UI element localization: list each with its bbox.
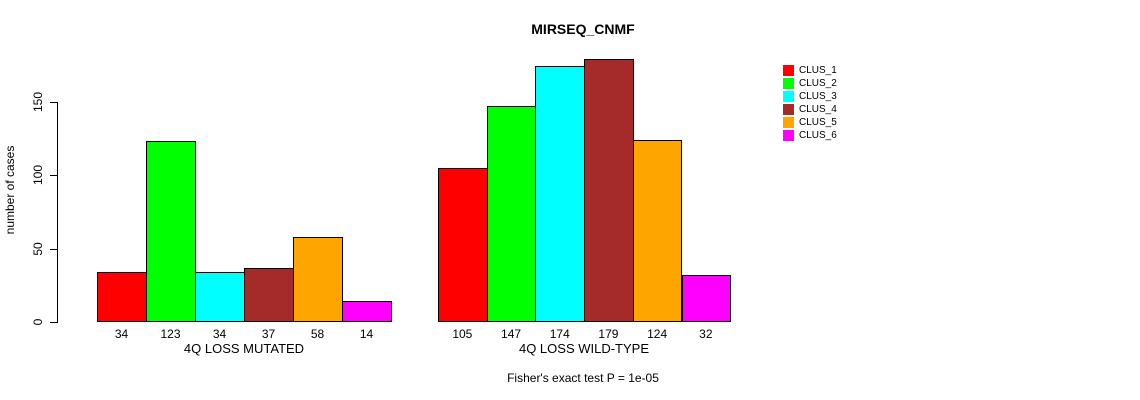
bar-value-label: 174 bbox=[549, 327, 570, 341]
y-tick bbox=[50, 175, 57, 176]
bar-clus_6-group1 bbox=[342, 301, 392, 322]
legend-swatch-clus_5 bbox=[783, 117, 794, 128]
y-tick bbox=[50, 248, 57, 250]
chart-title: MIRSEQ_CNMF bbox=[531, 21, 635, 37]
bar-clus_2-group1 bbox=[146, 141, 196, 322]
x-group-label: 4Q LOSS WILD-TYPE bbox=[518, 341, 650, 356]
y-tick-label: 150 bbox=[31, 91, 45, 112]
y-tick-label: 0 bbox=[31, 318, 45, 326]
bar-value-label: 105 bbox=[452, 327, 473, 341]
bar-clus_2-group2 bbox=[486, 105, 537, 322]
legend-label: CLUS_4 bbox=[799, 104, 837, 115]
legend-swatch-clus_6 bbox=[783, 130, 794, 141]
bar-value-label: 179 bbox=[598, 327, 619, 341]
bar-value-label: 14 bbox=[359, 327, 374, 341]
bar-clus_5-group2 bbox=[632, 139, 683, 322]
y-tick-label: 100 bbox=[31, 164, 45, 186]
legend-swatch-clus_3 bbox=[783, 91, 794, 102]
bar-clus_4-group2 bbox=[584, 58, 634, 322]
legend-label: CLUS_2 bbox=[799, 78, 837, 89]
legend-swatch-clus_2 bbox=[783, 78, 794, 89]
legend-item-clus_5: CLUS_5 bbox=[783, 116, 837, 129]
bar-value-label: 34 bbox=[114, 327, 129, 341]
bar-clus_5-group1 bbox=[293, 236, 343, 322]
bar-value-label: 32 bbox=[699, 327, 713, 341]
legend-label: CLUS_3 bbox=[799, 91, 837, 102]
bar-value-label: 124 bbox=[647, 327, 668, 341]
annotation-fisher-test: Fisher's exact test P = 1e-05 bbox=[507, 371, 659, 385]
bar-clus_1-group2 bbox=[438, 167, 488, 322]
bar-value-label: 37 bbox=[261, 327, 276, 341]
legend-item-clus_2: CLUS_2 bbox=[783, 77, 837, 90]
y-tick-label: 50 bbox=[31, 241, 45, 256]
legend-swatch-clus_4 bbox=[783, 104, 794, 115]
bar-value-label: 58 bbox=[310, 327, 325, 341]
bar-clus_6-group2 bbox=[681, 274, 732, 322]
bar-clus_3-group2 bbox=[535, 66, 586, 322]
bar-clus_4-group1 bbox=[244, 267, 294, 322]
y-axis-label: number of cases bbox=[3, 145, 17, 235]
y-axis-line bbox=[57, 101, 58, 323]
legend-item-clus_3: CLUS_3 bbox=[783, 90, 837, 103]
legend-label: CLUS_6 bbox=[799, 130, 837, 141]
legend-label: CLUS_1 bbox=[799, 65, 837, 76]
y-tick bbox=[50, 322, 57, 323]
legend-item-clus_4: CLUS_4 bbox=[783, 103, 837, 116]
bar-value-label: 147 bbox=[501, 327, 522, 341]
legend-label: CLUS_5 bbox=[799, 117, 837, 128]
legend-swatch-clus_1 bbox=[783, 65, 794, 76]
legend: CLUS_1 CLUS_2 CLUS_3 CLUS_4 CLUS_5 CLUS_6 bbox=[783, 64, 837, 142]
bar-clus_1-group1 bbox=[97, 272, 147, 322]
bar-value-label: 34 bbox=[212, 327, 227, 341]
legend-item-clus_1: CLUS_1 bbox=[783, 64, 837, 77]
bar-clus_3-group1 bbox=[195, 272, 245, 322]
y-tick bbox=[50, 101, 57, 103]
bar-value-label: 123 bbox=[160, 327, 181, 341]
legend-item-clus_6: CLUS_6 bbox=[783, 129, 837, 142]
x-group-label: 4Q LOSS MUTATED bbox=[183, 341, 305, 356]
